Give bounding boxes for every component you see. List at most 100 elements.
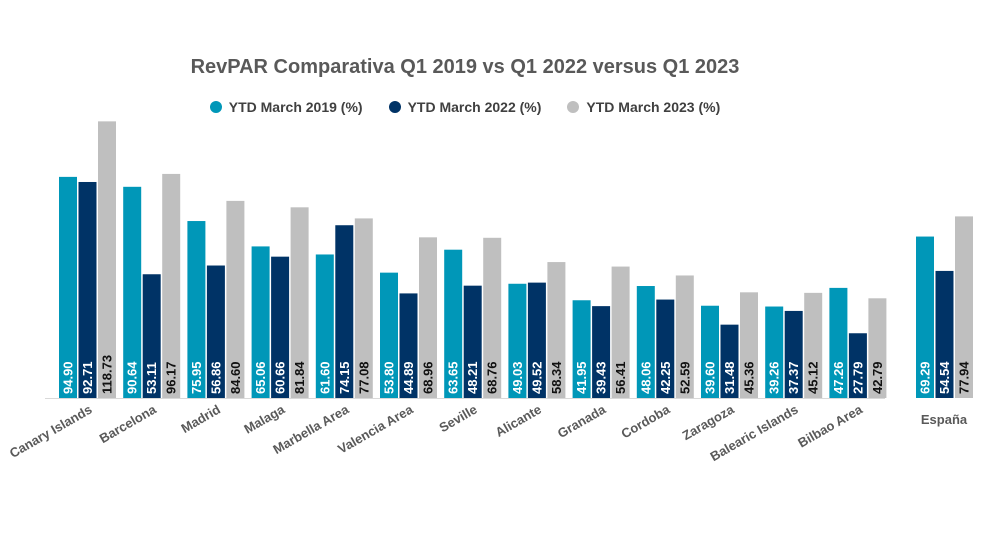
bar-0-0	[59, 176, 77, 398]
bar-value-label: 77.08	[356, 361, 371, 394]
chart-legend: YTD March 2019 (%) YTD March 2022 (%) YTD …	[0, 99, 930, 115]
bar-value-label: 84.60	[228, 361, 243, 394]
bar-value-label: 45.36	[742, 361, 757, 394]
bar-2-0	[98, 121, 116, 398]
bar-value-label: 42.79	[870, 361, 885, 394]
bar-1-1	[142, 274, 161, 398]
bar-2-6	[483, 237, 502, 398]
bar-value-label: 90.64	[125, 361, 140, 394]
bar-value-label: 48.06	[638, 361, 653, 394]
bar-2-11	[804, 292, 823, 398]
category-label: Bilbao Area	[795, 401, 865, 450]
bar-value-label: 77.94	[957, 361, 972, 394]
category-label: Canary Islands	[7, 402, 95, 461]
bar-value-label: 56.41	[613, 361, 628, 394]
bar-value-label: 45.12	[806, 361, 821, 394]
bar-2-5	[419, 237, 437, 398]
legend-swatch-icon	[388, 101, 401, 113]
legend-item-0: YTD March 2019 (%)	[209, 99, 363, 115]
bar-value-label: 75.95	[189, 361, 204, 394]
bar-value-label: 52.59	[677, 361, 692, 394]
chart-title: RevPAR Comparativa Q1 2019 vs Q1 2022 ve…	[190, 56, 740, 78]
bar-2-1	[162, 173, 181, 398]
bar-value-label: 39.43	[594, 361, 609, 394]
bar-1-2	[206, 265, 225, 398]
bar-0-6	[444, 249, 463, 398]
bar-1-6	[463, 285, 482, 398]
bar-0-13	[916, 236, 934, 398]
bar-value-label: 39.26	[767, 361, 782, 394]
bar-1-8	[592, 306, 611, 398]
bar-0-7	[508, 283, 527, 398]
bar-0-12	[829, 287, 848, 398]
bar-value-label: 61.60	[317, 361, 332, 394]
bar-value-label: 69.29	[918, 361, 933, 394]
bar-0-3	[251, 246, 270, 398]
bar-value-label: 42.25	[658, 361, 673, 394]
bar-1-3	[271, 256, 290, 398]
bar-0-8	[572, 300, 591, 398]
bar-value-label: 68.96	[421, 361, 436, 394]
bar-2-2	[226, 200, 245, 398]
legend-item-2: YTD March 2023 (%)	[567, 99, 720, 115]
bar-2-8	[611, 266, 630, 398]
bar-1-12	[848, 333, 867, 398]
category-label: Alicante	[493, 402, 544, 440]
bar-value-label: 68.76	[485, 361, 500, 394]
category-label: Seville	[437, 402, 480, 436]
bar-2-10	[740, 292, 758, 398]
category-label: España	[921, 412, 968, 427]
bar-0-10	[701, 305, 719, 398]
bar-1-9	[656, 299, 675, 398]
bar-value-label: 47.26	[831, 361, 846, 394]
bar-1-0	[78, 181, 97, 398]
bar-1-10	[720, 324, 739, 398]
bar-2-9	[675, 275, 694, 398]
bar-1-7	[527, 282, 546, 398]
legend-label: YTD March 2023 (%)	[586, 99, 721, 115]
bar-2-13	[955, 216, 973, 398]
bar-1-5	[399, 293, 418, 398]
category-label: Granada	[555, 401, 609, 441]
bar-2-7	[547, 262, 566, 398]
bar-value-label: 96.17	[164, 361, 179, 394]
bar-value-label: 53.11	[144, 362, 159, 394]
legend-swatch-icon	[209, 101, 222, 113]
bar-1-4	[335, 225, 354, 398]
bar-value-label: 92.71	[80, 361, 95, 394]
bar-value-label: 31.48	[722, 361, 737, 394]
bar-value-label: 54.54	[937, 361, 952, 394]
bar-value-label: 56.86	[208, 361, 223, 394]
legend-label: YTD March 2022 (%)	[407, 99, 542, 115]
bar-value-label: 81.84	[292, 361, 307, 394]
bar-0-9	[636, 286, 655, 398]
bar-value-label: 60.66	[273, 361, 288, 394]
bar-value-label: 49.52	[529, 361, 544, 394]
category-label: Cordoba	[619, 401, 673, 441]
bar-2-4	[354, 218, 373, 398]
bar-1-13	[935, 270, 954, 398]
legend-item-1: YTD March 2022 (%)	[388, 99, 542, 115]
bar-0-11	[765, 306, 784, 398]
bar-2-3	[290, 207, 309, 398]
bar-value-label: 118.73	[100, 355, 115, 394]
bar-value-label: 44.89	[401, 361, 416, 394]
bar-value-label: 37.37	[786, 361, 801, 394]
bar-value-label: 41.95	[574, 361, 589, 394]
bar-value-label: 65.06	[253, 361, 268, 394]
bar-value-label: 48.21	[465, 361, 480, 394]
bar-value-label: 27.79	[850, 361, 865, 394]
bar-value-label: 39.60	[703, 361, 718, 394]
bar-value-label: 49.03	[510, 361, 525, 394]
bar-value-label: 53.80	[382, 361, 397, 394]
category-label: Madrid	[178, 402, 222, 436]
category-label: Zaragoza	[680, 401, 738, 443]
bar-value-label: 58.34	[549, 361, 564, 394]
bar-value-label: 94.90	[61, 361, 76, 394]
bar-0-4	[315, 254, 334, 398]
bar-0-5	[380, 272, 398, 398]
category-label: Malaga	[241, 401, 287, 436]
bar-0-2	[187, 221, 206, 398]
bar-value-label: 74.15	[337, 361, 352, 394]
